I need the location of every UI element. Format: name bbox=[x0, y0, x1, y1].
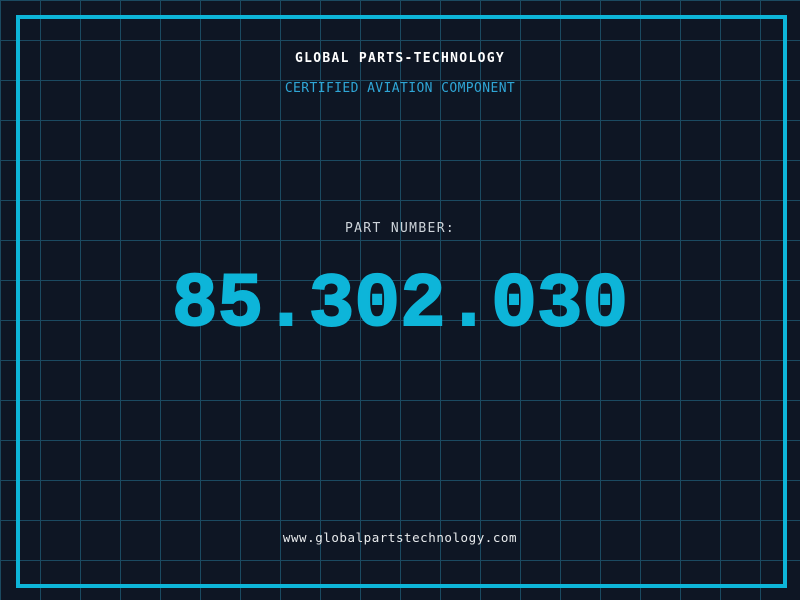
website-url: www.globalpartstechnology.com bbox=[282, 530, 518, 545]
part-number-label: PART NUMBER: bbox=[344, 221, 456, 236]
border-frame bbox=[16, 15, 787, 588]
part-number-value: 85.302.030 bbox=[171, 262, 629, 348]
certification-subtitle: CERTIFIED AVIATION COMPONENT bbox=[284, 81, 516, 96]
company-title: GLOBAL PARTS-TECHNOLOGY bbox=[295, 51, 505, 66]
